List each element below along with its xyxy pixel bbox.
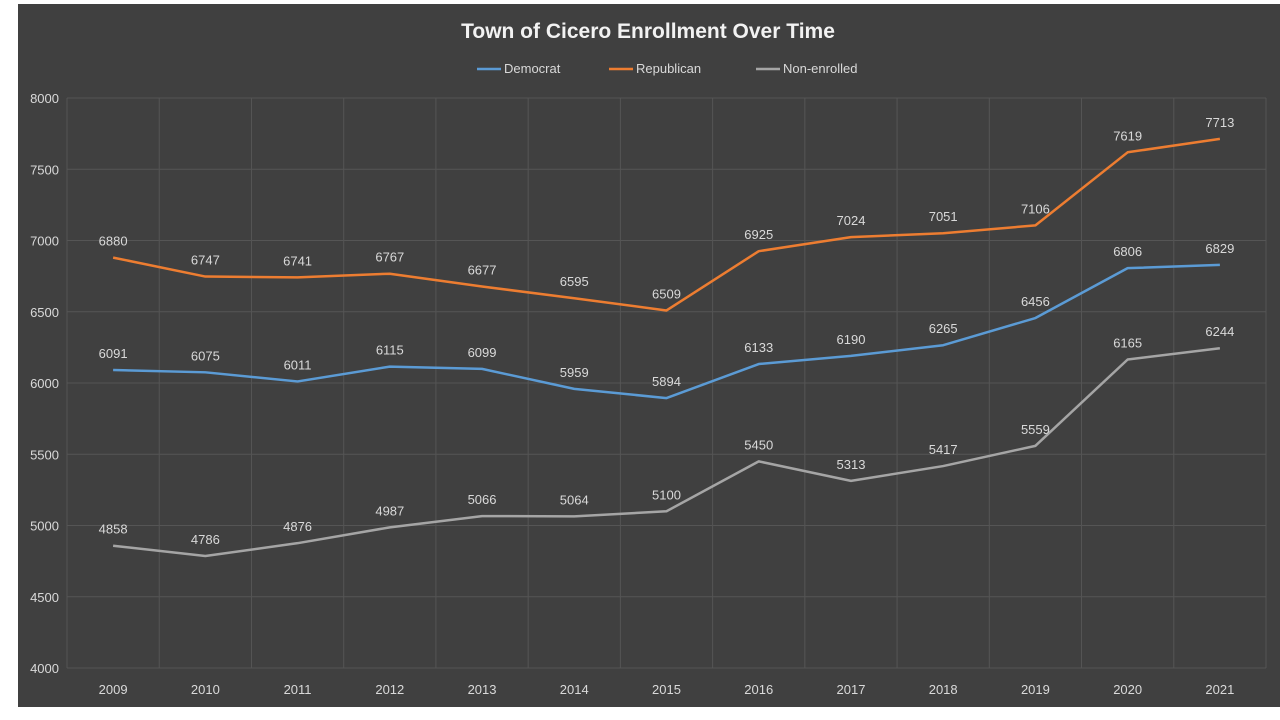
- data-label-non-enrolled: 4987: [375, 503, 404, 518]
- y-tick-label: 7500: [30, 162, 59, 177]
- data-label-democrat: 5959: [560, 365, 589, 380]
- x-tick-label: 2015: [652, 682, 681, 697]
- data-label-non-enrolled: 4876: [283, 519, 312, 534]
- y-tick-label: 5500: [30, 447, 59, 462]
- data-label-democrat: 5894: [652, 374, 681, 389]
- data-label-republican: 6677: [468, 263, 497, 278]
- data-label-non-enrolled: 5066: [468, 492, 497, 507]
- data-label-democrat: 6190: [837, 332, 866, 347]
- data-label-republican: 6880: [99, 234, 128, 249]
- data-label-non-enrolled: 5450: [744, 437, 773, 452]
- data-label-non-enrolled: 5417: [929, 442, 958, 457]
- y-axis: 4000 4500 5000 5500 6000 6500 7000 7500 8000: [30, 91, 59, 676]
- data-label-non-enrolled: 5313: [837, 457, 866, 472]
- data-label-republican: 7106: [1021, 201, 1050, 216]
- gridlines: [66, 97, 1267, 669]
- x-tick-label: 2021: [1205, 682, 1234, 697]
- x-tick-label: 2018: [929, 682, 958, 697]
- data-label-non-enrolled: 6244: [1205, 324, 1234, 339]
- x-tick-label: 2019: [1021, 682, 1050, 697]
- x-tick-label: 2016: [744, 682, 773, 697]
- y-tick-label: 8000: [30, 91, 59, 106]
- data-label-republican: 6595: [560, 274, 589, 289]
- data-labels: 6091 6075 6011 6115 6099 5959 5894 6133 6190 6265…: [99, 115, 1235, 547]
- data-label-republican: 6741: [283, 253, 312, 268]
- y-tick-label: 7000: [30, 234, 59, 249]
- x-tick-label: 2011: [284, 682, 312, 697]
- data-label-democrat: 6456: [1021, 294, 1050, 309]
- y-tick-label: 4500: [30, 590, 59, 605]
- data-label-democrat: 6091: [99, 346, 128, 361]
- x-tick-label: 2014: [560, 682, 589, 697]
- x-tick-label: 2020: [1113, 682, 1142, 697]
- legend: Democrat Republican Non-enrolled: [477, 61, 857, 76]
- data-label-democrat: 6115: [376, 343, 404, 358]
- data-label-republican: 6767: [375, 250, 404, 265]
- series-lines: [112, 137, 1221, 558]
- data-label-republican: 7713: [1205, 115, 1234, 130]
- data-label-democrat: 6099: [468, 345, 497, 360]
- series-line-republican: [112, 137, 1221, 312]
- data-label-democrat: 6011: [284, 357, 312, 372]
- data-label-democrat: 6075: [191, 348, 220, 363]
- legend-label: Democrat: [504, 61, 561, 76]
- x-tick-label: 2017: [837, 682, 866, 697]
- series-line-non-enrolled: [112, 346, 1221, 558]
- legend-label: Non-enrolled: [783, 61, 857, 76]
- legend-label: Republican: [636, 61, 701, 76]
- data-label-non-enrolled: 5100: [652, 487, 681, 502]
- x-tick-label: 2012: [375, 682, 404, 697]
- legend-item-non-enrolled: Non-enrolled: [756, 61, 857, 76]
- chart-title: Town of Cicero Enrollment Over Time: [461, 20, 835, 43]
- chart-area: [18, 4, 1280, 707]
- data-label-republican: 6509: [652, 286, 681, 301]
- legend-item-democrat: Democrat: [477, 61, 561, 76]
- data-label-republican: 6747: [191, 253, 220, 268]
- x-tick-label: 2010: [191, 682, 220, 697]
- x-axis: 2009 2010 2011 2012 2013 2014 2015 2016 2017 2018…: [99, 682, 1235, 697]
- data-label-democrat: 6133: [744, 340, 773, 355]
- x-tick-label: 2009: [99, 682, 128, 697]
- data-label-non-enrolled: 6165: [1113, 335, 1142, 350]
- x-tick-label: 2013: [468, 682, 497, 697]
- data-label-democrat: 6806: [1113, 244, 1142, 259]
- data-label-non-enrolled: 4858: [99, 522, 128, 537]
- data-label-non-enrolled: 4786: [191, 532, 220, 547]
- y-tick-label: 5000: [30, 519, 59, 534]
- data-label-republican: 7619: [1113, 128, 1142, 143]
- series-line-democrat: [113, 263, 1220, 400]
- y-tick-label: 4000: [30, 661, 59, 676]
- data-label-non-enrolled: 5559: [1021, 422, 1050, 437]
- data-label-republican: 6925: [744, 227, 773, 242]
- data-label-non-enrolled: 5064: [560, 492, 589, 507]
- y-tick-label: 6000: [30, 376, 59, 391]
- y-tick-label: 6500: [30, 305, 59, 320]
- data-label-democrat: 6829: [1205, 241, 1234, 256]
- data-label-republican: 7051: [929, 209, 958, 224]
- data-label-democrat: 6265: [929, 321, 958, 336]
- legend-item-republican: Republican: [609, 61, 701, 76]
- data-label-republican: 7024: [837, 213, 866, 228]
